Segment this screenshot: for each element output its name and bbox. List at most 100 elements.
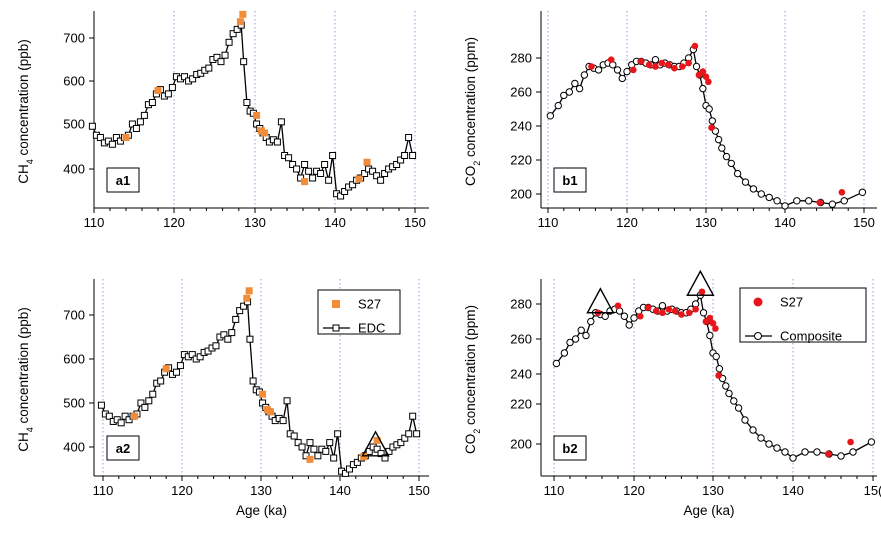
data-point-square: [409, 152, 417, 159]
x-tick-label: 130: [244, 215, 266, 230]
panel-a2-ch4: 110 120 130 140 150 400 500 600 700 CH4 concentra…: [16, 279, 430, 518]
data-point-circle: [705, 105, 713, 113]
data-point-circle: [620, 312, 629, 320]
data-point-square: [273, 138, 281, 146]
data-point-circle: [789, 454, 797, 462]
legend-marker-circle: [753, 297, 763, 307]
s27-point-circle: [699, 68, 707, 75]
data-point-circle: [793, 197, 801, 205]
data-point-square: [149, 390, 157, 398]
data-point-square: [369, 167, 377, 175]
data-point-square: [108, 140, 116, 148]
data-point-circle: [805, 197, 813, 205]
s27-point-circle: [686, 309, 693, 317]
data-point-square: [393, 161, 401, 168]
data-point-circle: [560, 349, 569, 357]
data-point-square: [365, 447, 373, 455]
data-point-square: [289, 161, 297, 168]
panel-b1-co2: 110 120 130 140 150 200 220 240 260 280 CO2 concen…: [463, 11, 877, 230]
data-point-square: [405, 430, 413, 438]
x-tick-label: 150: [853, 215, 875, 230]
s27-point-square: [355, 175, 363, 183]
data-point-square: [330, 454, 338, 462]
data-point-square: [221, 51, 229, 59]
x-tick-label: 130: [250, 483, 272, 498]
y-tick-label: 500: [63, 117, 85, 132]
s27-point-circle: [705, 78, 712, 86]
data-point-circle: [722, 152, 731, 161]
data-point-square: [121, 412, 129, 420]
x-tick-label: 110: [538, 215, 559, 230]
y-tick-label: 240: [510, 119, 532, 134]
y-tick-label: 280: [510, 297, 532, 312]
data-point-circle: [734, 404, 743, 412]
y-tick-label: 220: [510, 153, 532, 168]
s27-point-circle: [679, 63, 686, 70]
data-point-circle: [749, 426, 757, 434]
y-tick-label: 600: [63, 74, 85, 89]
x-axis-label: Age (ka): [683, 503, 734, 518]
x-tick-label: 15(: [864, 483, 881, 498]
legend: S27 Composite: [739, 287, 867, 344]
s27-point-circle: [698, 288, 706, 296]
s27-point-circle: [671, 307, 679, 315]
data-point-circle: [741, 416, 749, 424]
panel-label: a2: [116, 441, 130, 456]
data-point-circle: [813, 448, 821, 456]
data-point-circle: [712, 352, 720, 361]
s27-point-circle: [614, 302, 622, 310]
s27-point-circle: [658, 59, 666, 67]
s27-point-circle: [645, 61, 653, 69]
data-point-square: [377, 450, 385, 458]
data-point-square: [321, 161, 329, 168]
data-point-circle: [613, 66, 622, 74]
s27-point-circle: [708, 124, 715, 131]
data-point-square: [329, 152, 337, 159]
data-point-circle: [580, 71, 589, 79]
x-tick-label: 150: [408, 483, 430, 498]
data-point-square: [401, 152, 409, 159]
data-point-square: [229, 30, 237, 38]
data-point-square: [189, 75, 197, 83]
s27-point-circle: [665, 305, 673, 313]
x-tick-label: 150: [404, 215, 426, 230]
data-point-circle: [582, 331, 590, 340]
panel-b2-co2: 110 120 130 140 15(200 220 240 260 280 CO2 concen…: [463, 269, 881, 518]
data-point-square: [181, 73, 189, 81]
data-point-square: [249, 377, 257, 385]
x-tick-label: 110: [93, 483, 114, 498]
s27-point-square: [266, 408, 274, 416]
x-tick-label: 140: [329, 483, 351, 498]
s27-point-circle: [678, 311, 685, 318]
data-point-square: [317, 170, 325, 177]
data-point-circle: [867, 438, 876, 446]
y-tick-label: 260: [510, 85, 532, 100]
data-point-square: [228, 329, 236, 337]
data-point-circle: [565, 88, 574, 96]
s27-point-circle: [712, 325, 719, 332]
data-point-circle: [749, 185, 758, 193]
panel-a1-ch4: 110 120 130 140 150 400 500 600 700 CH4 concentra…: [16, 10, 429, 230]
data-point-circle: [757, 434, 765, 442]
s27-point-circle: [637, 58, 645, 65]
s27-point-circle: [644, 304, 652, 311]
s27-point-circle: [838, 189, 846, 196]
data-point-square: [243, 99, 251, 106]
panel-label-box: [553, 167, 587, 193]
legend-label: EDC: [358, 321, 385, 336]
data-point-circle: [658, 302, 667, 310]
data-point-square: [310, 445, 318, 453]
data-point-square: [164, 90, 172, 98]
triangle-marker: [686, 269, 715, 296]
s27-point-square: [301, 178, 309, 186]
y-tick-label: 600: [63, 352, 85, 367]
data-point-square: [373, 172, 381, 180]
data-point-square: [224, 335, 232, 343]
s27-point-square: [131, 412, 139, 420]
s27-point-square: [243, 294, 251, 302]
data-point-circle: [828, 200, 837, 208]
data-point-circle: [801, 448, 809, 456]
s27-point-square: [239, 10, 247, 18]
data-point-circle: [781, 448, 789, 456]
